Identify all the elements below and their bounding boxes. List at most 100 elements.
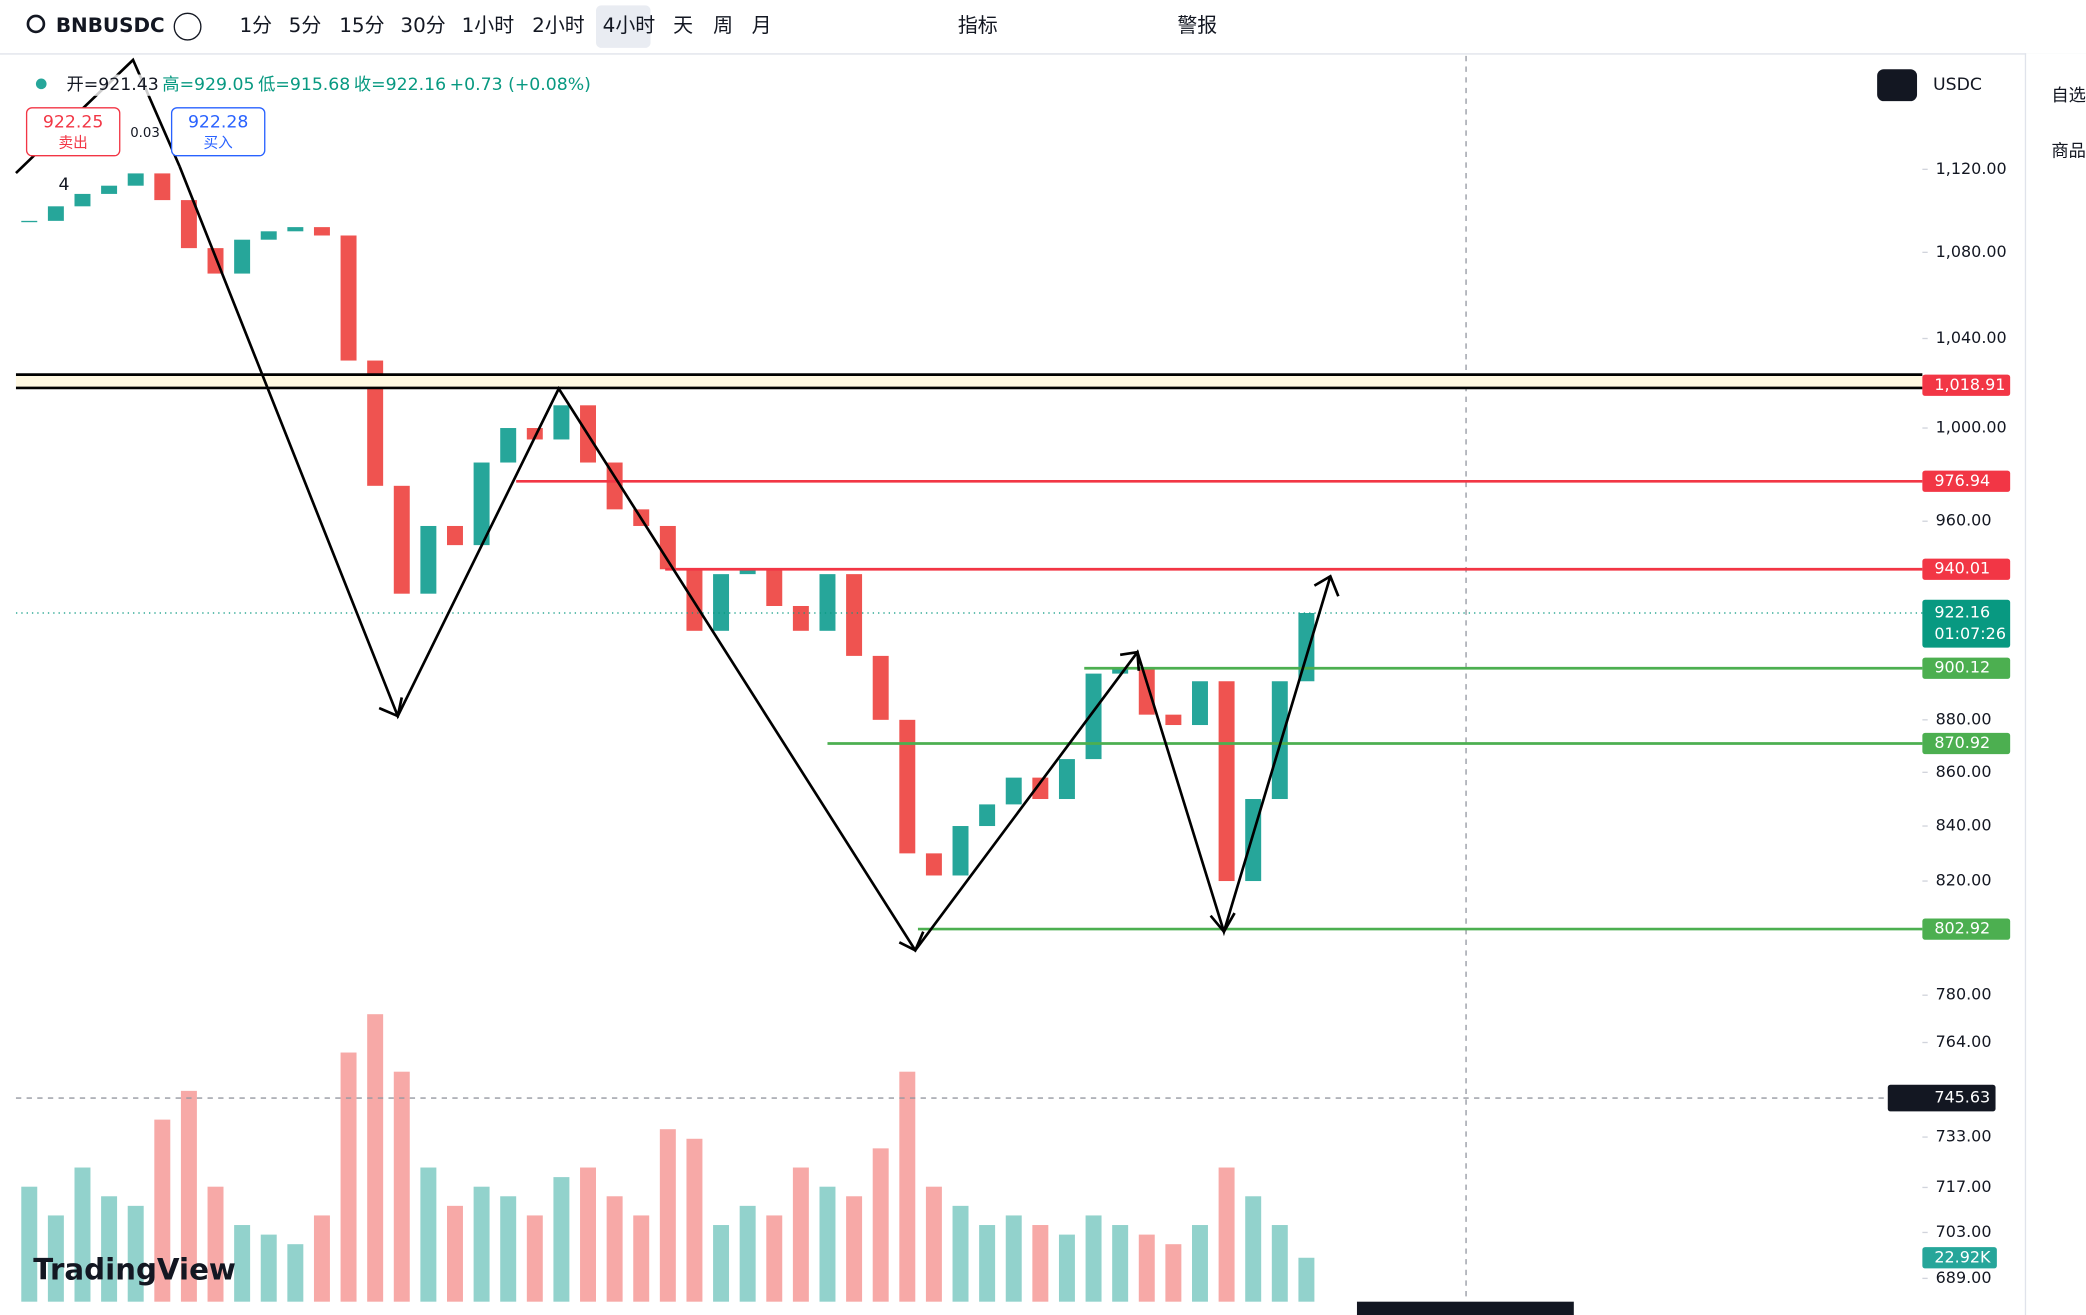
volume-bar	[899, 1071, 916, 1302]
intervals: 1分 5分 15分 30分 1小时 2小时 4小时天周月	[239, 5, 772, 48]
interval-button[interactable]: 月	[752, 13, 772, 37]
volume-bar	[154, 1119, 171, 1302]
buy-button[interactable]	[170, 107, 266, 157]
volume-bar	[659, 1129, 676, 1302]
arrow-head	[898, 931, 925, 953]
interval-button[interactable]: 30分	[400, 13, 445, 37]
candle	[340, 235, 357, 361]
sell-button[interactable]	[25, 107, 121, 157]
interval-button[interactable]: 4小时	[603, 13, 656, 37]
interval-button[interactable]: 1小时	[462, 13, 515, 37]
symbol[interactable]: BNBUSDC	[56, 13, 165, 37]
volume-bar	[1245, 1196, 1262, 1302]
candle	[659, 525, 676, 570]
volume-bar	[1218, 1167, 1235, 1302]
arrow-head	[1209, 912, 1236, 935]
candle	[47, 206, 64, 221]
volume-bar	[420, 1167, 437, 1302]
candle	[1165, 714, 1182, 726]
price-tag-label: 940.01	[1934, 559, 1990, 578]
candle	[180, 200, 197, 249]
candle	[101, 185, 118, 194]
candle	[420, 525, 437, 594]
status-dot	[35, 78, 47, 90]
volume-bar	[1058, 1234, 1075, 1302]
volume-tag	[1922, 1247, 1997, 1269]
volume-bar	[606, 1196, 623, 1302]
candle	[1271, 681, 1288, 800]
search-icon[interactable]	[26, 14, 46, 34]
candle	[979, 804, 996, 827]
volume-bar	[1085, 1215, 1102, 1302]
volume-bar	[1112, 1225, 1129, 1302]
fullscreen-button[interactable]	[1877, 69, 1918, 102]
candle	[21, 220, 38, 223]
active-interval-bg	[596, 5, 651, 48]
alerts-button[interactable]: 警报	[1177, 13, 1217, 37]
volume-bar	[1165, 1244, 1182, 1302]
ohlc-item: 高=929.05	[162, 75, 254, 95]
crosshair-label: 745.63	[1934, 1088, 1990, 1107]
interval-button[interactable]: 周	[713, 13, 733, 37]
y-tick-label: 880.00	[1936, 709, 1992, 728]
interval-button[interactable]: 15分	[339, 13, 384, 37]
candle	[792, 605, 809, 631]
candle	[1218, 681, 1235, 882]
volume-bar	[207, 1186, 224, 1302]
candle	[1192, 681, 1208, 726]
time-axis-marker	[1356, 1301, 1574, 1315]
candle	[872, 655, 889, 720]
candle	[1138, 668, 1155, 715]
candle	[766, 569, 783, 606]
y-tick-label: 840.00	[1936, 816, 1992, 835]
watchlist-title[interactable]: 自选	[2051, 86, 2086, 106]
interval-button[interactable]: 天	[673, 13, 693, 37]
right-sidebar	[2026, 53, 2086, 1315]
volume-bar	[1138, 1234, 1155, 1302]
candle	[1298, 613, 1315, 682]
arrow-head	[1119, 650, 1141, 671]
candle	[819, 574, 836, 631]
y-tick-label: 860.00	[1936, 762, 1992, 781]
candle	[154, 173, 171, 201]
level-band	[15, 374, 1923, 388]
volume-bar	[580, 1167, 596, 1302]
price-tag	[1922, 470, 2011, 492]
y-tick-label: 960.00	[1936, 511, 1992, 530]
ohlc-item: 低=915.68	[258, 75, 350, 95]
currency[interactable]: USDC	[1933, 75, 1982, 95]
volume-bar	[846, 1196, 863, 1302]
interval-button[interactable]: 5分	[289, 13, 322, 37]
ohlc-item: 收=922.16	[354, 75, 446, 95]
indicator-count[interactable]: 4	[59, 175, 70, 195]
candle	[447, 525, 463, 546]
y-tick-label: 1,080.00	[1936, 242, 2007, 261]
volume-bar	[127, 1205, 144, 1302]
y-tick-label: 1,000.00	[1936, 418, 2007, 437]
volume-bar	[74, 1167, 91, 1302]
ohlc-item: +0.73 (+0.08%)	[450, 75, 591, 95]
volume-bar	[925, 1186, 942, 1302]
price-tag	[1922, 732, 2011, 755]
indicators-button[interactable]: 指标	[958, 13, 998, 37]
interval-button[interactable]: 1分	[239, 13, 272, 37]
price-tag-label: 900.12	[1934, 658, 1990, 677]
countdown: 01:07:26	[1934, 624, 2006, 643]
buy-label: 买入	[204, 135, 234, 152]
candle	[952, 826, 969, 876]
volume-bar	[21, 1186, 38, 1302]
candle	[234, 239, 251, 274]
interval-button[interactable]: 2小时	[532, 13, 585, 37]
candle	[74, 193, 91, 207]
candle	[1032, 777, 1049, 800]
volume-bar	[1271, 1225, 1288, 1302]
volume-bar	[766, 1215, 783, 1302]
arrow-head	[1313, 574, 1340, 597]
candle	[1112, 668, 1129, 674]
candle	[553, 405, 570, 440]
candle	[287, 227, 304, 232]
add-symbol[interactable]	[173, 12, 202, 41]
